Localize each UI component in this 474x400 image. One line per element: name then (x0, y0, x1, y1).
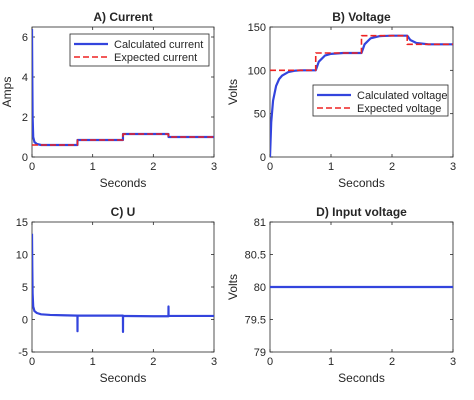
y-axis-label: Volts (226, 79, 240, 105)
legend-entry: Expected voltage (357, 103, 441, 115)
x-axis-label: Seconds (100, 371, 147, 385)
x-tick-label: 2 (150, 356, 156, 368)
y-tick-label: 50 (254, 109, 266, 121)
y-tick-label: 0 (22, 152, 28, 164)
chart-title: D) Input voltage (316, 205, 407, 219)
y-tick-label: -5 (18, 347, 28, 359)
x-tick-label: 2 (389, 356, 395, 368)
y-tick-label: 2 (22, 112, 28, 124)
y-tick-label: 10 (16, 250, 28, 262)
y-tick-label: 15 (16, 217, 28, 229)
x-tick-label: 3 (450, 161, 456, 173)
y-tick-label: 81 (254, 217, 266, 229)
x-axis-label: Seconds (100, 176, 147, 190)
x-tick-label: 0 (267, 161, 273, 173)
x-tick-label: 2 (389, 161, 395, 173)
y-tick-label: 4 (22, 72, 28, 84)
plot-frame (31, 221, 215, 353)
x-tick-label: 3 (211, 161, 217, 173)
chart-title: C) U (111, 205, 136, 219)
x-tick-label: 0 (267, 356, 273, 368)
y-tick-label: 79 (254, 347, 266, 359)
series-group (32, 28, 214, 147)
x-tick-label: 0 (29, 161, 35, 173)
y-axis-label: Volts (226, 274, 240, 300)
chart-panel-1: A) Current 0 1 2 3 0 2 4 6 Seconds Amps Calculated … (0, 10, 217, 190)
y-tick-label: 150 (248, 22, 266, 34)
y-tick-label: 80.5 (245, 250, 266, 262)
y-tick-label: 6 (22, 32, 28, 44)
y-tick-label: 80 (254, 282, 266, 294)
y-tick-label: 5 (22, 282, 28, 294)
chart-panel-4: D) Input voltage 0 1 2 3 79 79.5 80 80.5 81 Second… (226, 205, 456, 385)
y-tick-label: 0 (22, 315, 28, 327)
series-line-2 (32, 133, 214, 146)
series-line-1 (32, 233, 214, 333)
x-axis-label: Seconds (338, 371, 385, 385)
legend-entry: Expected current (114, 52, 197, 64)
y-tick-label: 100 (248, 65, 266, 77)
series-group (270, 34, 453, 157)
chart-title: A) Current (93, 10, 152, 24)
x-tick-label: 3 (211, 356, 217, 368)
y-tick-label: 79.5 (245, 315, 266, 327)
legend-entry: Calculated current (114, 39, 203, 51)
y-axis-label: Amps (0, 77, 14, 108)
x-axis-label: Seconds (338, 176, 385, 190)
x-tick-label: 1 (90, 356, 96, 368)
chart-title: B) Voltage (332, 10, 391, 24)
x-tick-label: 1 (328, 356, 334, 368)
legend-box (312, 84, 449, 117)
x-tick-label: 2 (150, 161, 156, 173)
x-tick-label: 1 (90, 161, 96, 173)
legend-box (69, 33, 210, 67)
y-tick-label: 0 (260, 152, 266, 164)
x-tick-label: 3 (450, 356, 456, 368)
series-group (32, 233, 214, 333)
legend-entry: Calculated voltage (357, 90, 448, 102)
chart-panel-2: B) Voltage 0 1 2 3 0 50 100 150 Seconds Volts Calcu… (226, 10, 456, 190)
series-line-2 (270, 34, 453, 72)
x-tick-label: 0 (29, 356, 35, 368)
x-tick-label: 1 (328, 161, 334, 173)
